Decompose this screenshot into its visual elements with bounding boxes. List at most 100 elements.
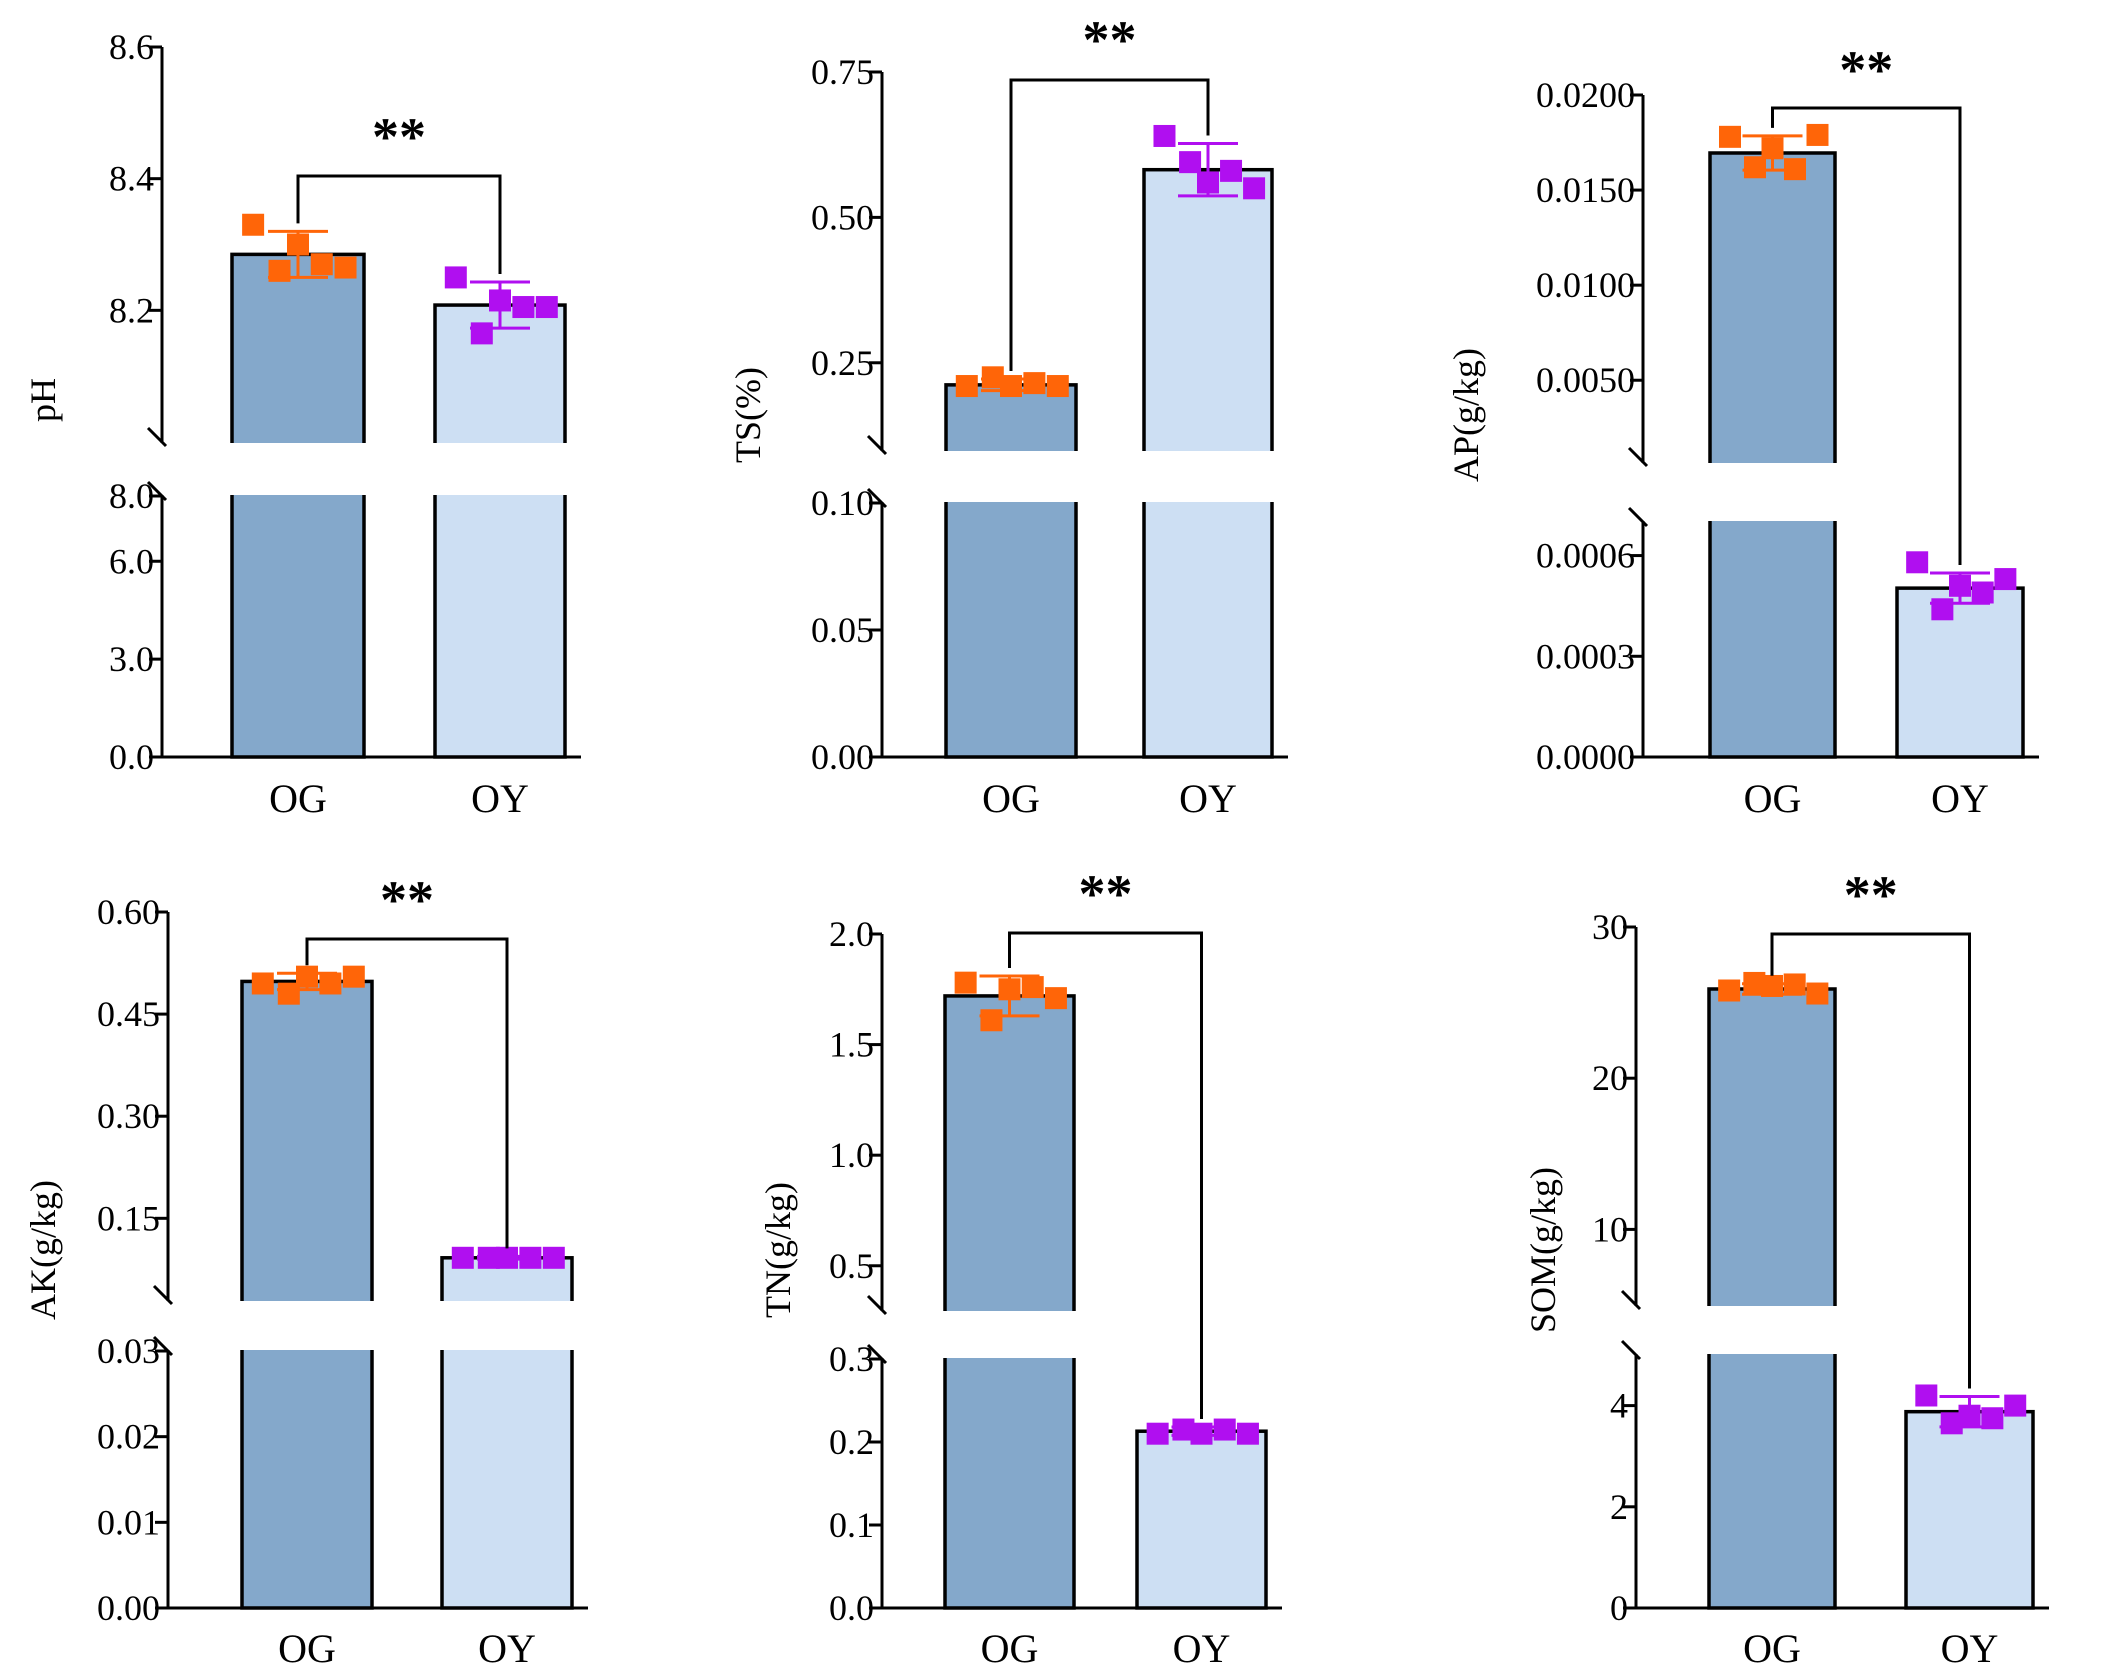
data-point-oy [1243, 177, 1266, 200]
x-tick-label-oy: OY [471, 776, 529, 821]
data-point-og [268, 259, 291, 282]
y-tick-label: 0.45 [97, 994, 160, 1034]
data-point-og [1784, 158, 1806, 181]
data-point-og [980, 1009, 1003, 1032]
data-point-og [1023, 372, 1046, 395]
y-tick-label: 2.0 [829, 914, 874, 954]
significance-label: ** [1079, 864, 1133, 924]
data-point-og [1761, 137, 1784, 160]
data-point-og [1046, 375, 1069, 398]
axis-break-mark-upper [152, 1284, 174, 1306]
bar-oy [1904, 1409, 2035, 1610]
y-tick-label: 0.05 [811, 610, 874, 650]
data-point-oy [1994, 568, 2017, 591]
x-tick-label-oy: OY [1173, 1626, 1231, 1671]
y-tick-label: 0.0000 [1536, 737, 1635, 777]
data-point-oy [1931, 598, 1954, 621]
x-tick-label-og: OG [1744, 776, 1802, 821]
data-point-oy [477, 1246, 500, 1269]
y-tick-label: 0.00 [97, 1588, 160, 1628]
y-tick-label: 0.30 [97, 1096, 160, 1136]
y-tick-label: 0.25 [811, 343, 874, 383]
axis-break-mark-lower [146, 480, 168, 502]
data-point-oy [470, 322, 493, 345]
data-point-oy [542, 1246, 565, 1269]
x-tick-label-og: OG [1743, 1626, 1801, 1671]
data-point-oy [1958, 1404, 1981, 1427]
data-point-og [1783, 973, 1806, 996]
y-tick-label: 0.0003 [1536, 636, 1635, 676]
significance-bracket [1008, 931, 1203, 1420]
y-tick-label: 4 [1610, 1386, 1628, 1426]
significance-label: ** [1839, 40, 1893, 100]
y-axis-label: AK(g/kg) [23, 1180, 63, 1320]
bar-oy [433, 303, 567, 759]
chart-panel-4: 0.00 0.01 0.02 0.03 0.15 0.30 0.45 0.60 OG OY AK(g… [23, 870, 588, 1671]
y-tick-label: 0.50 [811, 197, 874, 237]
axis-break-gap [132, 443, 573, 495]
significance-bracket [1770, 932, 1971, 1389]
y-tick-label: 8.6 [109, 27, 154, 67]
y-tick-label: 0.0150 [1536, 170, 1635, 210]
axis-break-mark-lower [1627, 506, 1649, 528]
significance-bracket [305, 937, 509, 1249]
y-tick-label: 0.0200 [1536, 75, 1635, 115]
chart-panel-2: 0.00 0.05 0.10 0.25 0.50 0.75 OG OY TS(%) ** [728, 10, 1288, 821]
data-point-oy [1213, 1418, 1236, 1441]
bar-og [944, 383, 1078, 759]
data-point-oy [1981, 1407, 2004, 1430]
data-point-oy [489, 289, 511, 312]
data-point-og [1806, 123, 1829, 146]
significance-label: ** [380, 870, 434, 930]
data-point-og [1718, 979, 1741, 1002]
data-point-oy [1220, 159, 1243, 182]
y-tick-label: 0.03 [97, 1331, 160, 1371]
data-point-oy [444, 266, 467, 289]
data-point-oy [519, 1246, 542, 1269]
significance-bracket [296, 174, 502, 275]
data-point-og [954, 971, 977, 994]
x-tick-label-og: OG [278, 1626, 336, 1671]
axis-break-mark-upper [1627, 446, 1649, 468]
data-point-og [342, 965, 365, 988]
data-point-oy [1236, 1422, 1259, 1445]
data-point-oy [1179, 151, 1202, 174]
y-tick-label: 2 [1610, 1487, 1628, 1527]
data-point-og [251, 972, 274, 995]
data-point-og [319, 972, 342, 995]
significance-bracket [1771, 106, 1962, 566]
axis-break-mark-upper [146, 426, 168, 448]
data-point-og [1044, 987, 1067, 1010]
significance-bracket [1009, 78, 1210, 372]
chart-panel-3: 0.0000 0.0003 0.0006 0.0050 0.0100 0.0150 0.02… [1446, 40, 2039, 821]
axis-break-mark-upper [1620, 1289, 1642, 1311]
data-point-oy [535, 296, 558, 319]
axis-break-mark-lower [152, 1335, 174, 1357]
data-point-og [1761, 974, 1783, 997]
data-point-og [296, 965, 318, 988]
bar-og [1708, 151, 1837, 759]
data-point-oy [1146, 1422, 1169, 1445]
y-axis-label: SOM(g/kg) [1523, 1167, 1563, 1333]
data-point-oy [496, 1246, 518, 1269]
y-tick-label: 8.0 [109, 476, 154, 516]
x-tick-label-og: OG [981, 1626, 1039, 1671]
bar-og [943, 994, 1076, 1610]
y-tick-label: 0.75 [811, 52, 874, 92]
y-axis-label: TN(g/kg) [758, 1182, 798, 1318]
y-tick-label: 0.0 [109, 737, 154, 777]
data-point-oy [1190, 1422, 1213, 1445]
data-point-og [287, 233, 309, 256]
y-tick-label: 6.0 [109, 541, 154, 581]
x-tick-label-oy: OY [478, 1626, 536, 1671]
data-point-oy [1915, 1384, 1938, 1407]
data-point-og [1744, 156, 1766, 179]
y-tick-label: 0.0100 [1536, 265, 1635, 305]
axis-break-gap [1606, 1306, 2041, 1354]
y-tick-label: 0 [1610, 1588, 1628, 1628]
data-point-oy [1949, 574, 1971, 597]
data-point-oy [2004, 1394, 2027, 1417]
chart-panel-6: 0 2 4 10 20 30 OG OY SOM(g/kg) ** [1523, 865, 2049, 1671]
chart-panel-1: 0.0 3.0 6.0 8.0 8.2 8.4 8.6 OG OY pH ** [23, 27, 581, 821]
